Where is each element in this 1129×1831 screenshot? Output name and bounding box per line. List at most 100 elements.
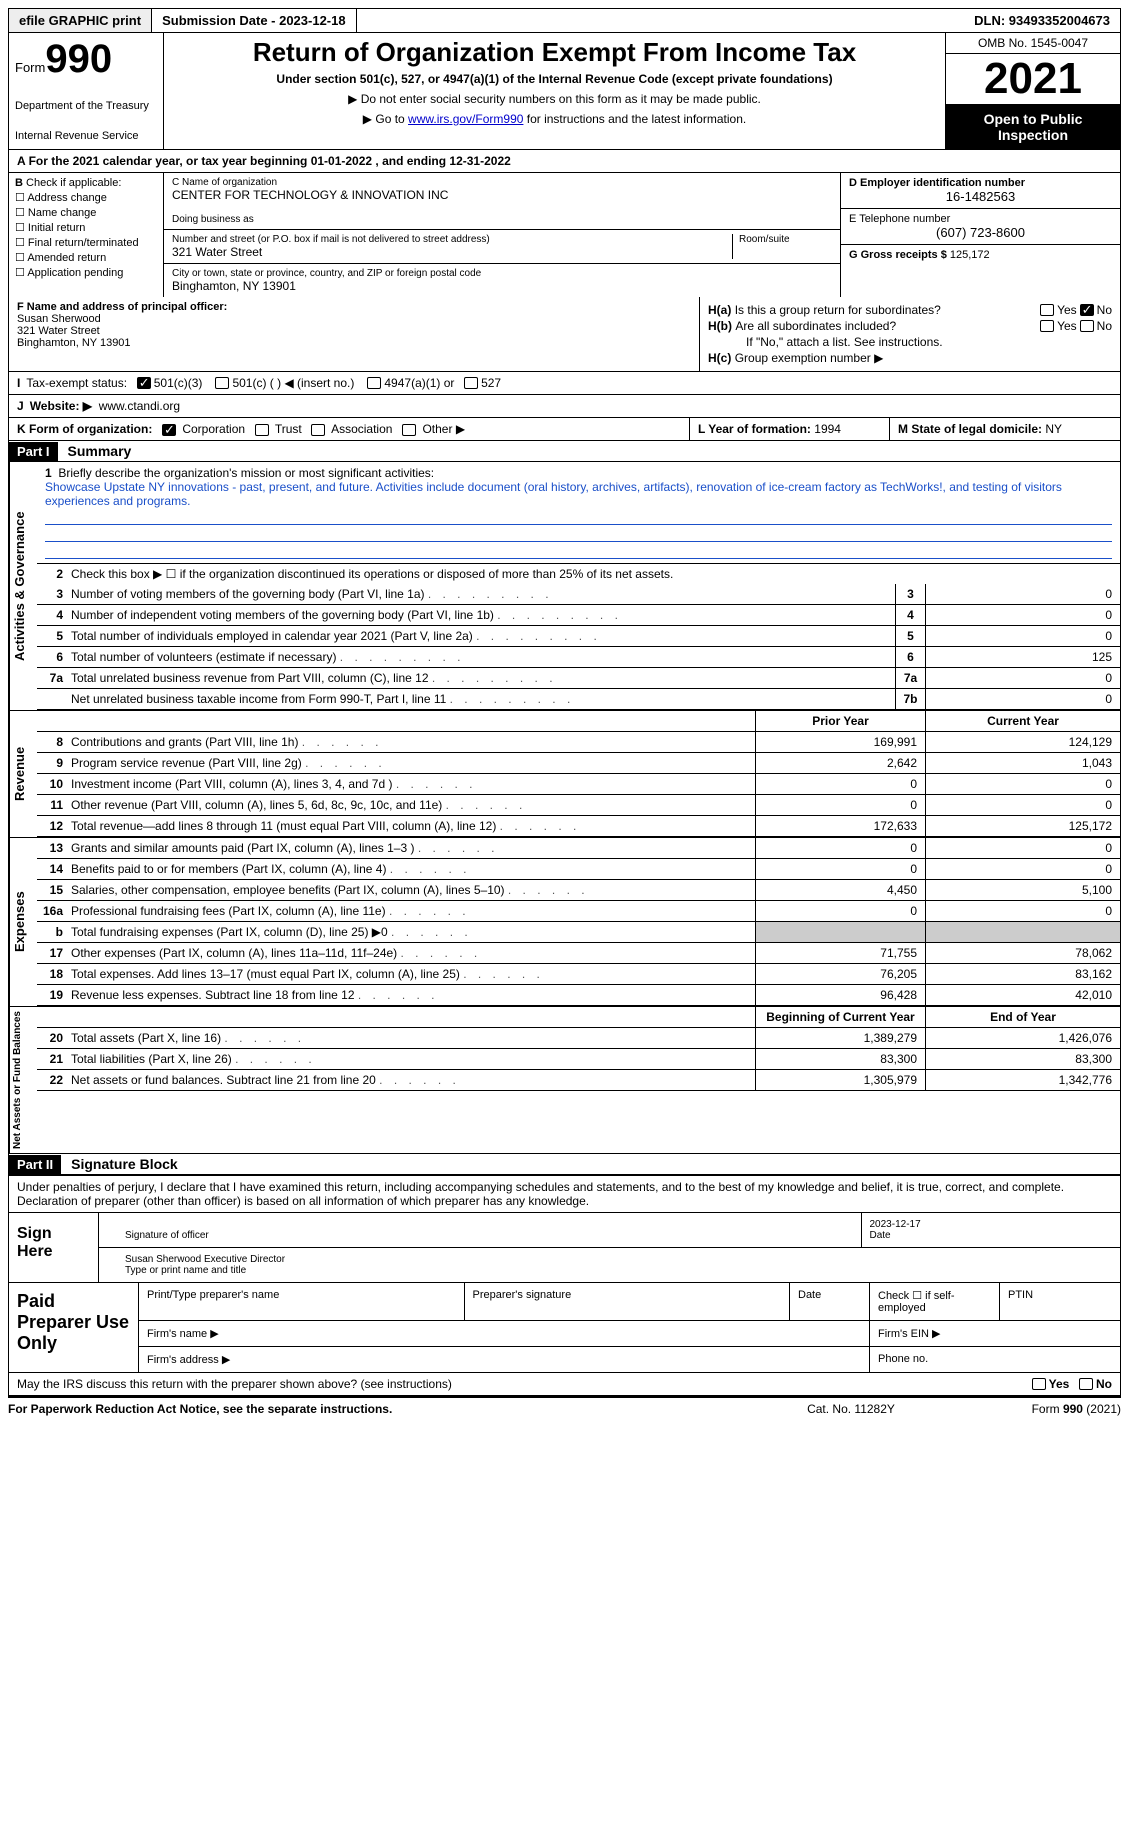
- phone-label: Phone no.: [870, 1347, 1120, 1372]
- prep-ptin-hdr: PTIN: [1000, 1283, 1120, 1320]
- footer-row: For Paperwork Reduction Act Notice, see …: [8, 1396, 1121, 1420]
- summary-line: 13 Grants and similar amounts paid (Part…: [37, 838, 1120, 859]
- summary-line: 22 Net assets or fund balances. Subtract…: [37, 1070, 1120, 1091]
- chk-address-change[interactable]: ☐ Address change: [15, 191, 157, 204]
- part2-header: Part II Signature Block: [8, 1154, 1121, 1175]
- irs-link[interactable]: www.irs.gov/Form990: [408, 112, 523, 126]
- summary-line: 8 Contributions and grants (Part VIII, l…: [37, 732, 1120, 753]
- org-name-label: C Name of organization: [172, 177, 832, 188]
- firm-name-label: Firm's name ▶: [139, 1321, 870, 1346]
- beg-year-header: Beginning of Current Year: [755, 1007, 925, 1027]
- summary-line: Net unrelated business taxable income fr…: [37, 689, 1120, 710]
- top-bar: efile GRAPHIC print Submission Date - 20…: [8, 8, 1121, 33]
- mission-text: Showcase Upstate NY innovations - past, …: [45, 480, 1062, 508]
- dba-label: Doing business as: [172, 214, 832, 225]
- chk-final-return[interactable]: ☐ Final return/terminated: [15, 236, 157, 249]
- discuss-question: May the IRS discuss this return with the…: [17, 1377, 1029, 1391]
- officer-group-row: F Name and address of principal officer:…: [8, 297, 1121, 372]
- chk-527[interactable]: [464, 377, 478, 389]
- summary-line: 10 Investment income (Part VIII, column …: [37, 774, 1120, 795]
- chk-corp[interactable]: [162, 424, 176, 436]
- summary-line: 7a Total unrelated business revenue from…: [37, 668, 1120, 689]
- chk-trust[interactable]: [255, 424, 269, 436]
- form-subtitle: Under section 501(c), 527, or 4947(a)(1)…: [172, 72, 937, 86]
- hb-note: If "No," attach a list. See instructions…: [708, 335, 1112, 349]
- discuss-yes[interactable]: [1032, 1378, 1046, 1390]
- form-header: Form990 Department of the Treasury Inter…: [8, 33, 1121, 150]
- note-goto-post: for instructions and the latest informat…: [523, 112, 746, 126]
- discuss-row: May the IRS discuss this return with the…: [8, 1373, 1121, 1396]
- chk-amended[interactable]: ☐ Amended return: [15, 251, 157, 264]
- prep-sig-hdr: Preparer's signature: [465, 1283, 791, 1320]
- chk-501c3[interactable]: [137, 377, 151, 389]
- chk-501c[interactable]: [215, 377, 229, 389]
- website-label: Website: ▶: [30, 399, 92, 413]
- sign-here-label: Sign Here: [9, 1213, 99, 1282]
- dept-treasury: Department of the Treasury: [15, 100, 157, 112]
- form-org-row: K Form of organization: Corporation Trus…: [8, 418, 1121, 441]
- chk-pending[interactable]: ☐ Application pending: [15, 266, 157, 279]
- state-domicile: NY: [1045, 422, 1062, 436]
- chk-other[interactable]: [402, 424, 416, 436]
- hb-yes[interactable]: [1040, 320, 1054, 332]
- omb-number: OMB No. 1545-0047: [946, 33, 1120, 54]
- side-expenses: Expenses: [9, 838, 37, 1006]
- street-address: 321 Water Street: [172, 245, 732, 259]
- note-goto-pre: Go to: [375, 112, 408, 126]
- chk-name-change[interactable]: ☐ Name change: [15, 206, 157, 219]
- officer-name: Susan Sherwood: [17, 313, 101, 325]
- officer-sig-name: Susan Sherwood Executive Director: [125, 1254, 285, 1265]
- side-revenue: Revenue: [9, 711, 37, 837]
- summary-line: 6 Total number of volunteers (estimate i…: [37, 647, 1120, 668]
- addr-label: Number and street (or P.O. box if mail i…: [172, 234, 732, 245]
- hb-no[interactable]: [1080, 320, 1094, 332]
- ha-yes[interactable]: [1040, 304, 1054, 316]
- dln-number: DLN: 93493352004673: [964, 9, 1120, 32]
- summary-line: b Total fundraising expenses (Part IX, c…: [37, 922, 1120, 943]
- part1-title: Summary: [58, 441, 142, 461]
- ha-question: Is this a group return for subordinates?: [735, 303, 1037, 317]
- side-governance: Activities & Governance: [9, 462, 37, 710]
- discuss-no[interactable]: [1079, 1378, 1093, 1390]
- form-org-label: K Form of organization:: [17, 422, 152, 436]
- summary-line: 21 Total liabilities (Part X, line 26) .…: [37, 1049, 1120, 1070]
- chk-assoc[interactable]: [311, 424, 325, 436]
- prep-date-hdr: Date: [790, 1283, 870, 1320]
- irs-label: Internal Revenue Service: [15, 130, 157, 142]
- room-label: Room/suite: [739, 234, 832, 245]
- mission-question: Briefly describe the organization's miss…: [58, 466, 434, 480]
- efile-print-button[interactable]: efile GRAPHIC print: [9, 9, 152, 32]
- prep-name-hdr: Print/Type preparer's name: [139, 1283, 465, 1320]
- summary-line: 17 Other expenses (Part IX, column (A), …: [37, 943, 1120, 964]
- ha-no[interactable]: [1080, 304, 1094, 316]
- tax-year: 2021: [946, 54, 1120, 105]
- tel-label: E Telephone number: [849, 213, 950, 225]
- summary-line: 14 Benefits paid to or for members (Part…: [37, 859, 1120, 880]
- hc-label: Group exemption number ▶: [735, 351, 884, 365]
- open-public-label: Open to Public Inspection: [946, 105, 1120, 149]
- form-label: Form: [15, 60, 45, 75]
- city-label: City or town, state or province, country…: [172, 268, 832, 279]
- summary-line: 15 Salaries, other compensation, employe…: [37, 880, 1120, 901]
- year-formation: 1994: [814, 422, 841, 436]
- officer-addr1: 321 Water Street: [17, 325, 100, 337]
- ein-value: 16-1482563: [849, 189, 1112, 204]
- prep-selfemp[interactable]: Check ☐ if self-employed: [870, 1283, 1000, 1320]
- summary-line: 16a Professional fundraising fees (Part …: [37, 901, 1120, 922]
- hb-question: Are all subordinates included?: [735, 319, 1037, 333]
- net-assets-section: Net Assets or Fund Balances Beginning of…: [8, 1007, 1121, 1154]
- perjury-declaration: Under penalties of perjury, I declare th…: [9, 1176, 1120, 1213]
- end-year-header: End of Year: [925, 1007, 1120, 1027]
- line2-text: Check this box ▶ ☐ if the organization d…: [67, 564, 1120, 584]
- chk-initial-return[interactable]: ☐ Initial return: [15, 221, 157, 234]
- tel-value: (607) 723-8600: [849, 225, 1112, 240]
- ein-label: D Employer identification number: [849, 177, 1025, 189]
- paid-preparer-block: Paid Preparer Use Only Print/Type prepar…: [8, 1283, 1121, 1373]
- pra-notice: For Paperwork Reduction Act Notice, see …: [8, 1402, 761, 1416]
- part1-header: Part I Summary: [8, 441, 1121, 462]
- part2-num: Part II: [9, 1155, 61, 1174]
- chk-4947[interactable]: [367, 377, 381, 389]
- website-value: www.ctandi.org: [99, 399, 180, 413]
- firm-ein-label: Firm's EIN ▶: [870, 1321, 1120, 1346]
- calendar-year-line: A For the 2021 calendar year, or tax yea…: [8, 150, 1121, 173]
